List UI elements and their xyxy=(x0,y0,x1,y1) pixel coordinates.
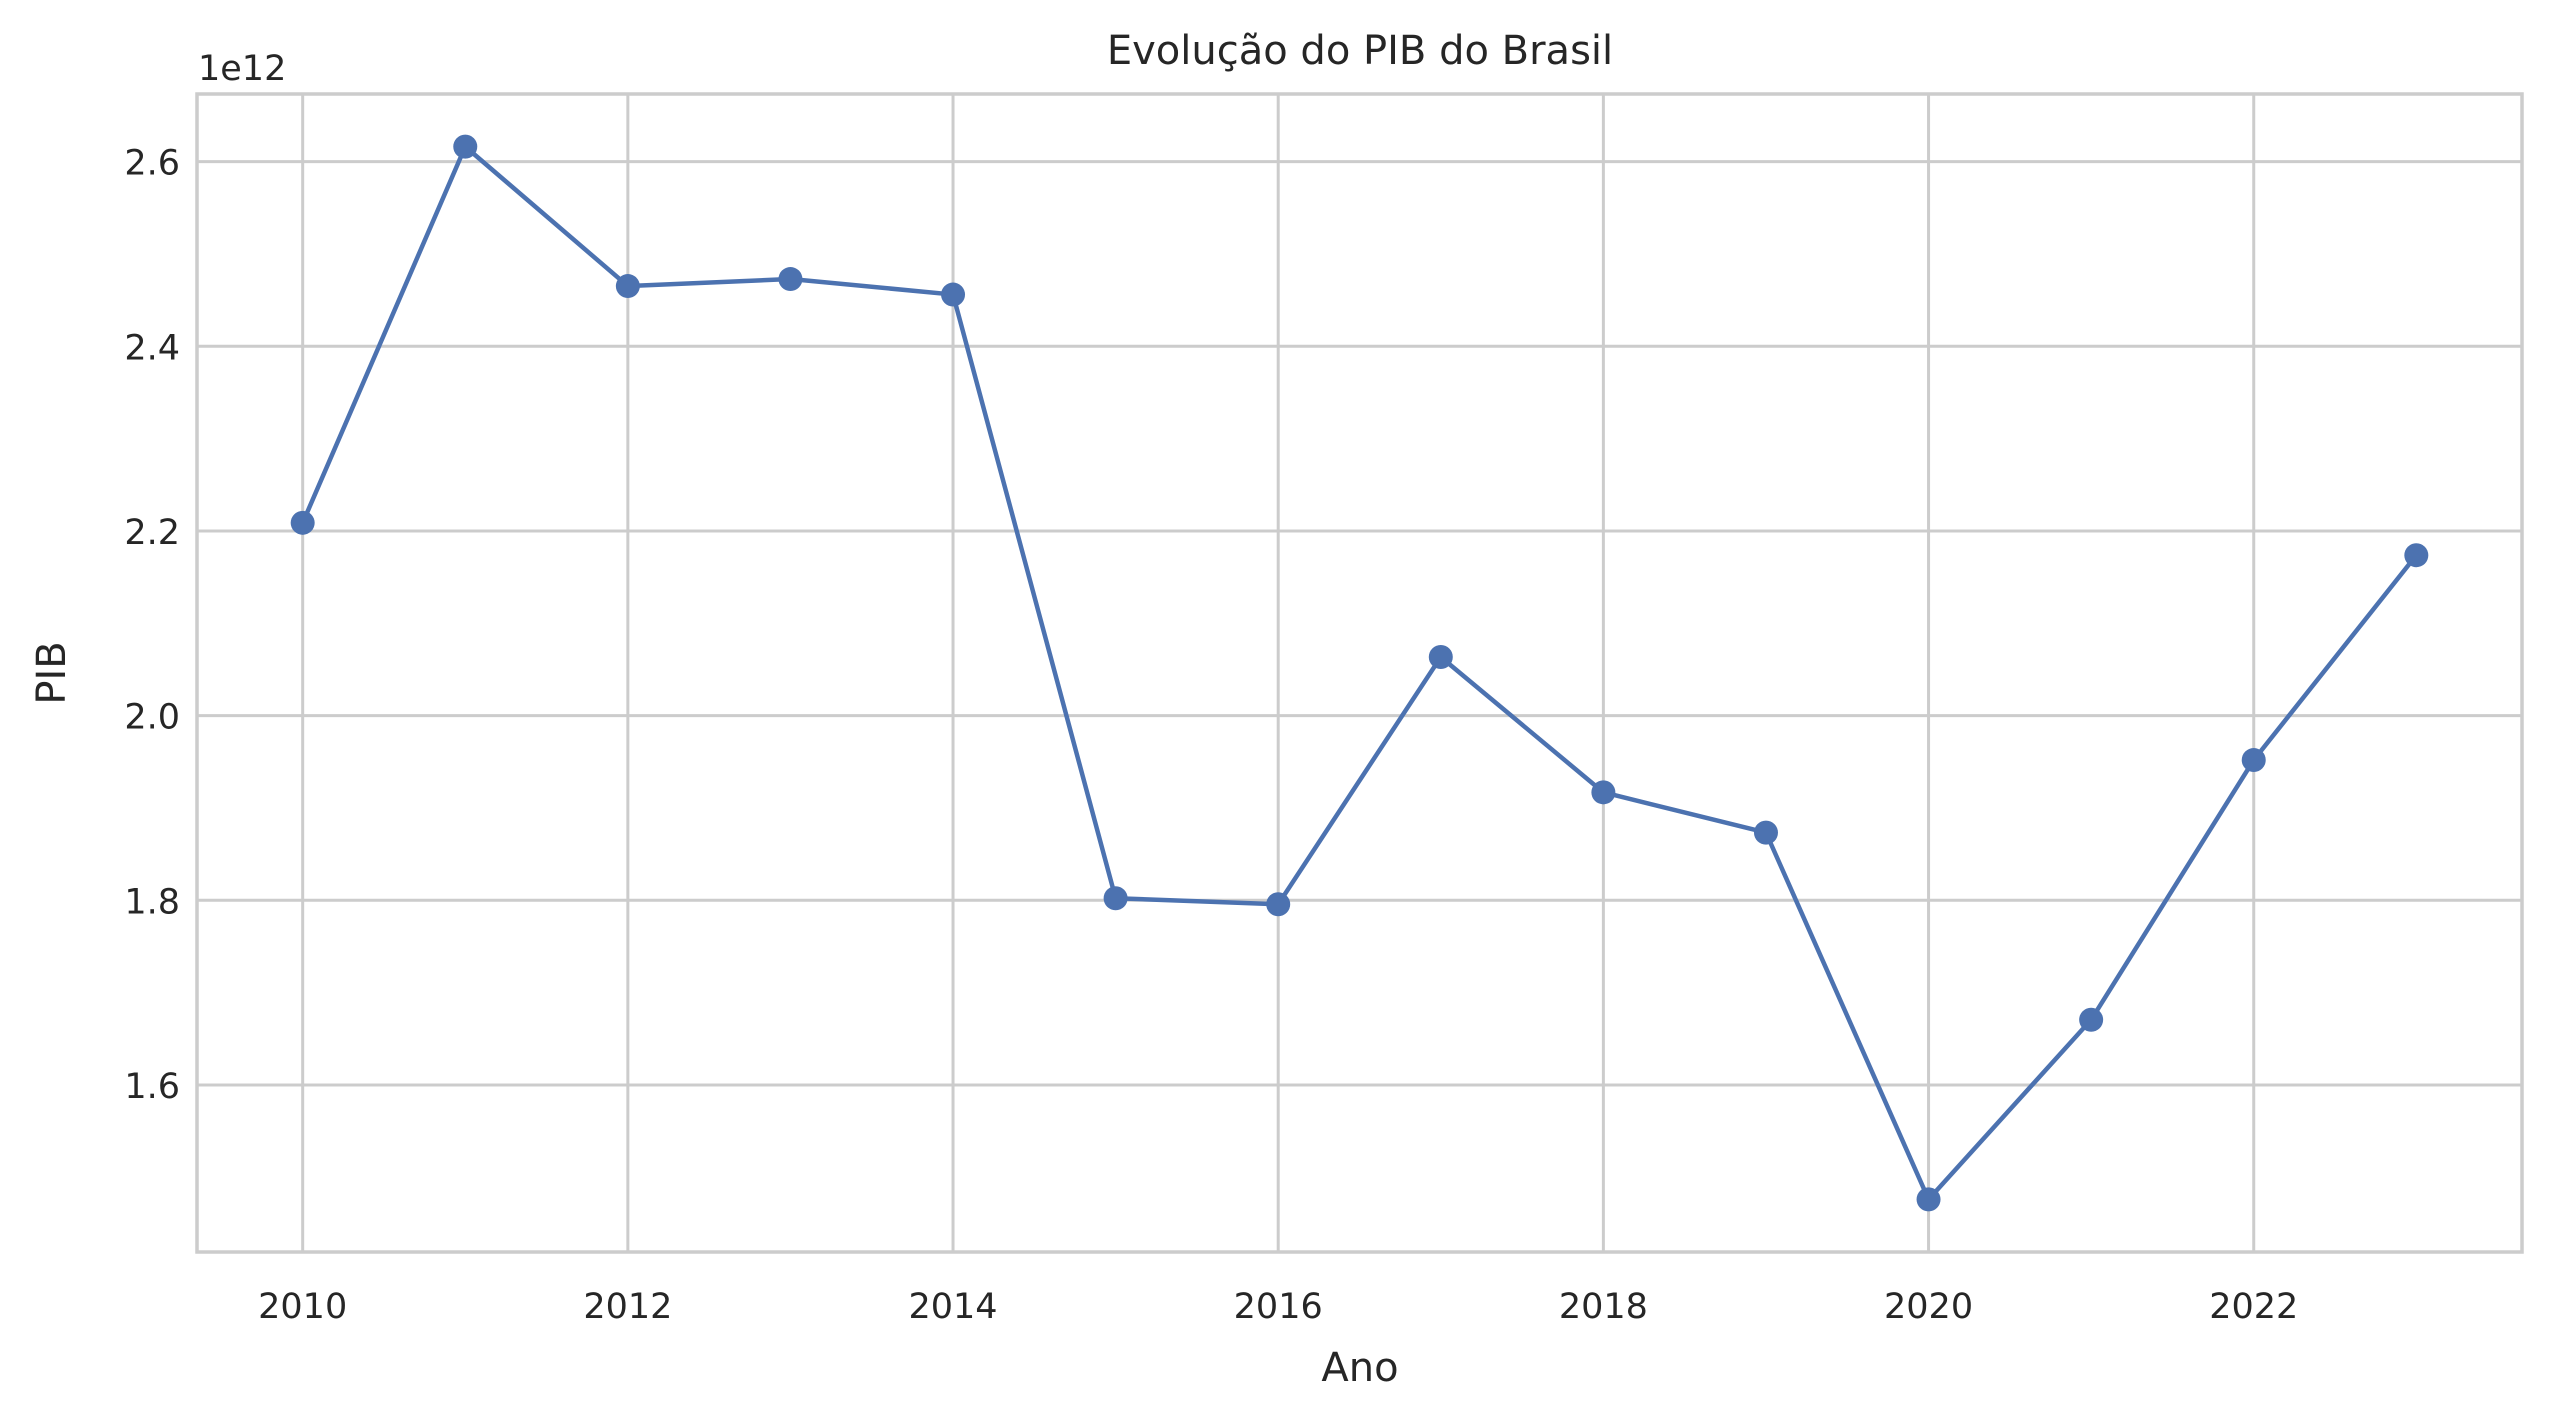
x-tick-label: 2016 xyxy=(1234,1287,1323,1327)
y-tick-label: 2.0 xyxy=(124,698,180,738)
data-point xyxy=(778,267,803,292)
data-point xyxy=(2404,543,2429,568)
y-tick-label: 1.6 xyxy=(124,1067,180,1107)
data-point xyxy=(2079,1007,2104,1032)
tick-labels: 2010 2012 2014 2016 2018 2020 2022 1.6 1.8 2.0 2.2… xyxy=(124,144,2298,1327)
data-point xyxy=(1428,644,1453,669)
data-point xyxy=(290,510,315,535)
y-tick-label: 2.6 xyxy=(124,144,180,184)
data-point xyxy=(1266,892,1291,917)
data-point xyxy=(1103,886,1128,911)
y-tick-label: 2.2 xyxy=(124,513,180,553)
x-tick-label: 2014 xyxy=(908,1287,997,1327)
x-tick-label: 2012 xyxy=(583,1287,672,1327)
x-axis-label: Ano xyxy=(1321,1345,1398,1391)
data-point xyxy=(615,274,640,299)
x-tick-label: 2010 xyxy=(258,1287,347,1327)
data-point xyxy=(1591,780,1616,805)
x-tick-label: 2018 xyxy=(1559,1287,1648,1327)
y-tick-label: 2.4 xyxy=(124,328,180,368)
data-point xyxy=(453,134,478,159)
grid xyxy=(197,94,2522,1252)
axes-frame xyxy=(195,92,2524,1254)
series-line xyxy=(300,144,2419,1202)
data-point xyxy=(2241,748,2266,773)
data-point xyxy=(1916,1187,1941,1212)
plot-frame xyxy=(195,92,2524,1254)
y-axis-offset-label: 1e12 xyxy=(198,49,286,89)
y-tick-label: 1.8 xyxy=(124,882,180,922)
data-point xyxy=(941,282,966,307)
series xyxy=(290,134,2429,1212)
x-tick-label: 2020 xyxy=(1884,1287,1973,1327)
y-axis-label: PIB xyxy=(29,641,75,704)
chart-title: Evolução do PIB do Brasil xyxy=(1107,28,1613,74)
data-point xyxy=(1753,820,1778,845)
x-tick-label: 2022 xyxy=(2209,1287,2298,1327)
